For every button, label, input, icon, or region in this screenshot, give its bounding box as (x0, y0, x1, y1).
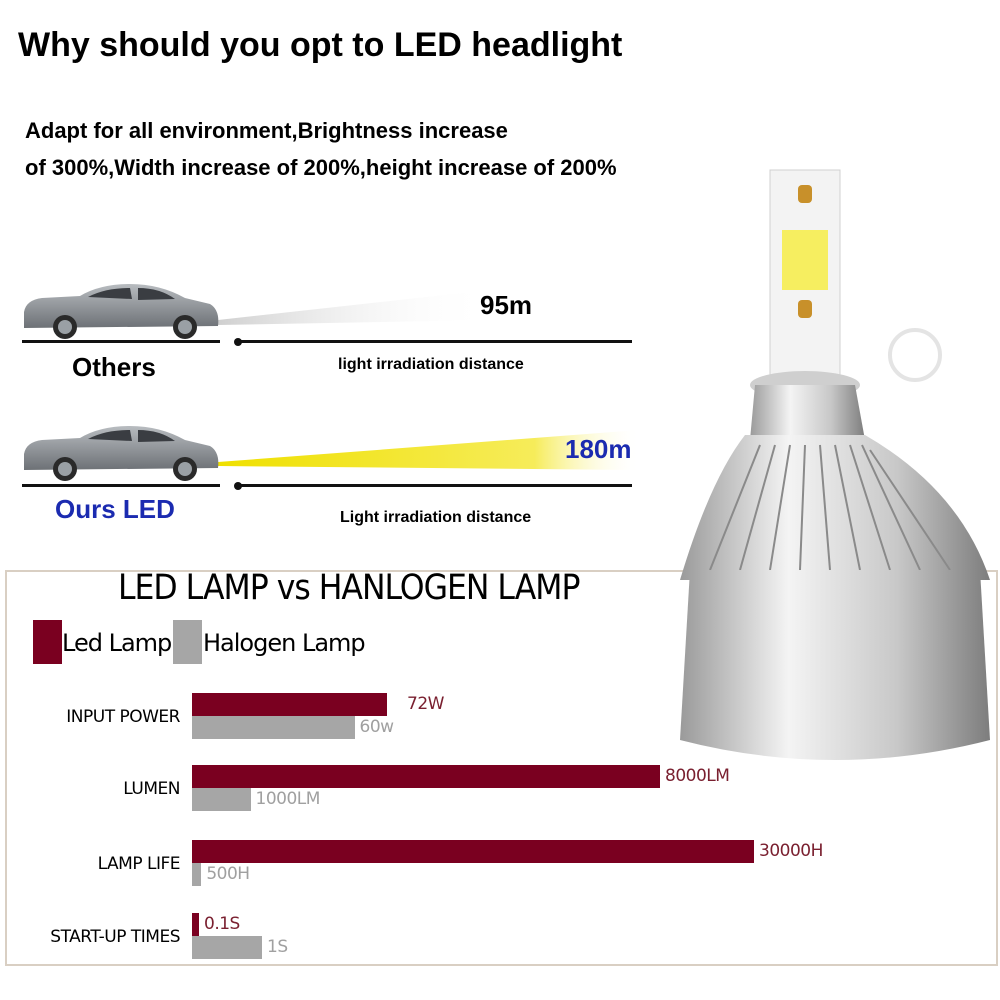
led-value-label: 8000LM (665, 766, 730, 786)
led-bar (192, 840, 754, 863)
category-label: INPUT POWER (66, 707, 180, 727)
chart-title: LED LAMP vs HANLOGEN LAMP (118, 568, 580, 608)
ours-distance-line (237, 484, 632, 487)
others-car-beam (218, 290, 490, 325)
chart-frame (5, 570, 998, 966)
registered-mark-icon (888, 328, 942, 382)
page-title: Why should you opt to LED headlight (18, 26, 623, 64)
halogen-bar (192, 936, 262, 959)
subtitle-line-2: of 300%,Width increase of 200%,height in… (25, 155, 617, 180)
legend-label-halogen: Halogen Lamp (203, 629, 366, 657)
halogen-bar (192, 863, 202, 886)
led-value-label: 30000H (759, 841, 823, 861)
others-caption: light irradiation distance (338, 356, 524, 373)
halogen-bar (192, 788, 251, 811)
ours-distance: 180m (565, 434, 632, 464)
legend-swatch-halogen (173, 620, 202, 664)
led-value-label: 72W (407, 694, 444, 714)
led-bar (192, 765, 660, 788)
halogen-value-label: 500H (206, 864, 250, 884)
ours-caption: Light irradiation distance (340, 509, 532, 526)
category-label: LUMEN (123, 779, 180, 799)
others-road (22, 340, 220, 343)
legend-swatch-led (33, 620, 62, 664)
others-distance: 95m (480, 290, 533, 320)
others-car-icon (24, 284, 219, 339)
ours-label: Ours LED (55, 494, 175, 524)
category-label: LAMP LIFE (97, 854, 181, 874)
others-distance-line (237, 340, 632, 343)
subtitle-line-1: Adapt for all environment,Brightness inc… (25, 118, 508, 143)
led-bar (192, 693, 387, 716)
led-bar (192, 913, 199, 936)
category-label: START-UP TIMES (50, 927, 180, 947)
halogen-value-label: 1S (267, 937, 288, 957)
legend-label-led: Led Lamp (62, 629, 172, 657)
halogen-value-label: 60w (359, 717, 395, 737)
led-value-label: 0.1S (204, 914, 240, 934)
ours-road (22, 484, 220, 487)
led-bulb-image (680, 169, 990, 760)
halogen-bar (192, 716, 355, 739)
ours-car-icon (24, 426, 219, 481)
halogen-value-label: 1000LM (255, 789, 321, 809)
ours-beam (218, 430, 640, 470)
others-label: Others (72, 352, 156, 382)
